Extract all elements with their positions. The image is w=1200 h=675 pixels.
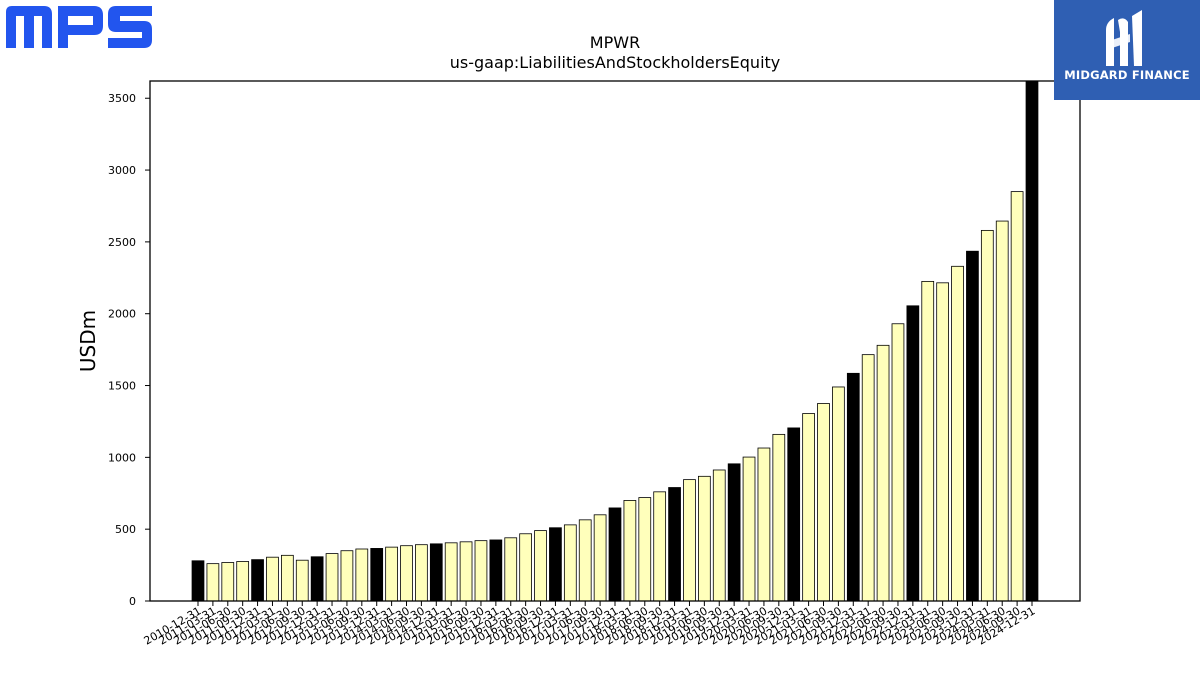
bar-2018-12-31 bbox=[668, 487, 681, 602]
bar-2016-09-30 bbox=[534, 530, 547, 602]
bar-2024-03-31 bbox=[980, 229, 994, 602]
y-tick-label: 2500 bbox=[108, 236, 136, 249]
bar-2023-12-31 bbox=[966, 250, 979, 602]
bar-2013-06-30 bbox=[340, 550, 354, 602]
y-tick-label: 500 bbox=[115, 523, 136, 536]
bar-2017-06-30 bbox=[578, 519, 592, 602]
bar-2022-03-31 bbox=[861, 354, 875, 602]
bar-2016-06-30 bbox=[519, 533, 533, 602]
bar-2012-12-31 bbox=[310, 556, 324, 602]
bar-2024-12-31 bbox=[1025, 80, 1039, 602]
bar-2022-12-31 bbox=[906, 305, 920, 602]
bar-2012-03-31 bbox=[266, 556, 279, 602]
y-tick-label: 0 bbox=[129, 595, 136, 608]
bar-2014-03-31 bbox=[385, 546, 398, 602]
bar-2013-12-31 bbox=[370, 548, 384, 602]
bar-2022-06-30 bbox=[876, 344, 890, 602]
bar-2024-09-30 bbox=[1010, 191, 1024, 602]
bar-2015-06-30 bbox=[459, 541, 473, 602]
plot-frame bbox=[149, 80, 1081, 602]
bar-2020-12-31 bbox=[787, 427, 801, 602]
x-axis: 2010-12-312011-03-312011-06-302011-09-30… bbox=[142, 601, 1038, 648]
bar-2023-09-30 bbox=[951, 265, 964, 602]
bar-2012-06-30 bbox=[280, 554, 294, 602]
bar-2020-09-30 bbox=[772, 433, 786, 602]
bar-2019-09-30 bbox=[712, 469, 726, 602]
bar-2021-09-30 bbox=[832, 386, 845, 602]
chart-title: MPWR bbox=[590, 33, 640, 52]
y-tick-label: 2000 bbox=[108, 308, 136, 321]
bar-2013-03-31 bbox=[325, 553, 339, 602]
bar-2023-03-31 bbox=[921, 280, 935, 602]
bar-2015-12-31 bbox=[489, 539, 503, 602]
bar-2014-12-31 bbox=[429, 543, 443, 602]
bar-2018-06-30 bbox=[638, 497, 652, 602]
chart-subtitle: us-gaap:LiabilitiesAndStockholdersEquity bbox=[450, 53, 781, 72]
bar-2016-03-31 bbox=[504, 537, 518, 602]
bar-group bbox=[191, 80, 1039, 602]
bar-2021-12-31 bbox=[846, 372, 860, 602]
bar-2019-12-31 bbox=[727, 463, 741, 602]
midgard-emblem-icon bbox=[1106, 10, 1142, 66]
bar-2017-09-30 bbox=[593, 514, 607, 602]
bar-2011-12-31 bbox=[251, 559, 264, 602]
bar-2019-06-30 bbox=[698, 475, 711, 602]
bar-2014-06-30 bbox=[400, 545, 413, 602]
midgard-finance-logo: MIDGARD FINANCE bbox=[1054, 0, 1200, 100]
bar-2018-03-31 bbox=[623, 500, 637, 602]
bar-2017-03-31 bbox=[563, 524, 577, 602]
y-tick-label: 1500 bbox=[108, 380, 136, 393]
bar-2021-03-31 bbox=[802, 413, 815, 602]
bar-2017-12-31 bbox=[608, 507, 622, 602]
y-tick-label: 1000 bbox=[108, 451, 136, 464]
bar-2011-06-30 bbox=[221, 562, 235, 602]
bar-2020-06-30 bbox=[757, 447, 771, 602]
midgard-finance-text: MIDGARD FINANCE bbox=[1064, 68, 1190, 82]
y-tick-label: 3500 bbox=[108, 92, 136, 105]
bar-2011-03-31 bbox=[206, 563, 220, 602]
bar-2010-12-31 bbox=[191, 560, 205, 602]
bar-2019-03-31 bbox=[683, 479, 696, 602]
bar-2024-06-30 bbox=[995, 220, 1009, 602]
bar-2014-09-30 bbox=[415, 544, 428, 602]
bar-2013-09-30 bbox=[355, 548, 369, 602]
bar-2015-03-31 bbox=[444, 542, 458, 602]
bar-2012-09-30 bbox=[295, 559, 309, 602]
y-axis: 0 500 1000 1500 2000 2500 3000 3500 bbox=[108, 92, 150, 608]
bar-2011-09-30 bbox=[236, 561, 250, 602]
bar-2015-09-30 bbox=[474, 540, 488, 602]
bar-2023-06-30 bbox=[936, 282, 950, 602]
bar-2018-09-30 bbox=[653, 491, 667, 602]
bar-2016-12-31 bbox=[549, 527, 562, 602]
mps-logo bbox=[4, 4, 154, 50]
bar-2021-06-30 bbox=[817, 403, 830, 602]
bar-2020-03-31 bbox=[742, 456, 756, 602]
y-tick-label: 3000 bbox=[108, 164, 136, 177]
y-axis-label: USDm bbox=[76, 310, 100, 372]
bar-2022-09-30 bbox=[891, 323, 905, 602]
